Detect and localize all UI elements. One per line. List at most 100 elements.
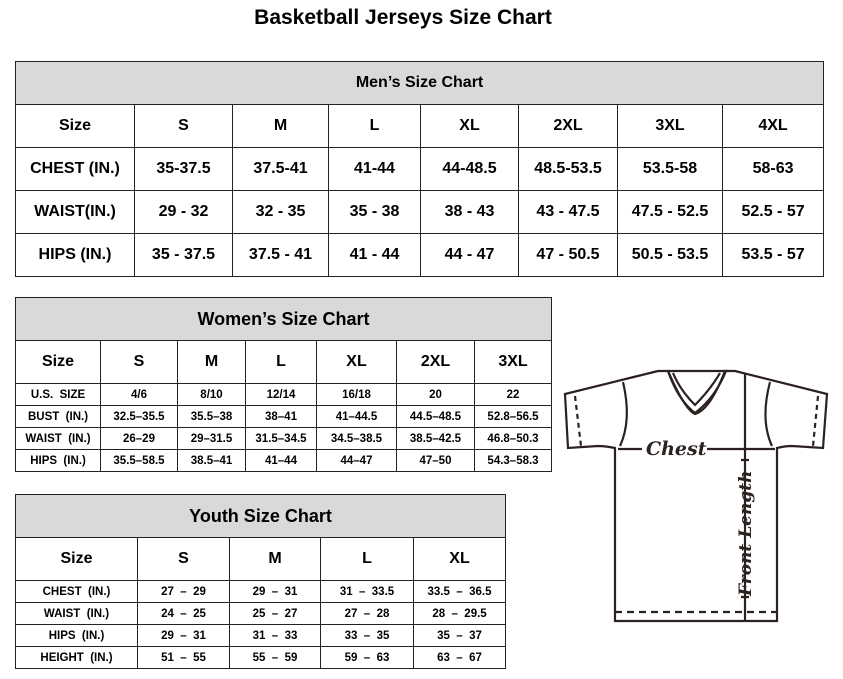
table-row: U.S. SIZE 4/6 8/10 12/14 16/18 20 22 [15,383,553,406]
table-row: CHEST (IN.) 27 – 29 29 – 31 31 – 33.5 33.5 –… [15,580,507,603]
table-cell: 53.5-58 [617,147,723,191]
table-cell: 38.5–42.5 [396,427,475,450]
table-cell: 59 – 63 [320,646,414,669]
row-label: U.S. SIZE [15,383,101,406]
table-row: HIPS (IN.) 29 – 31 31 – 33 33 – 35 35 – 37 [15,624,507,647]
table-cell: 25 – 27 [229,602,321,625]
table-cell: 38.5–41 [177,449,246,472]
table-cell: 31 – 33.5 [320,580,414,603]
table-cell: 20 [396,383,475,406]
table-cell: 37.5 - 41 [232,233,329,277]
table-cell: 27 – 28 [320,602,414,625]
table-cell: 8/10 [177,383,246,406]
table-cell: 52.8–56.5 [473,405,553,428]
size-header: XL [412,537,507,581]
row-label: BUST (IN.) [15,405,101,428]
table-cell: 44-48.5 [420,147,519,191]
table-cell: 26–29 [100,427,178,450]
size-header: M [229,537,321,581]
table-cell: 29 – 31 [137,624,230,647]
table-cell: 46.8–50.3 [473,427,553,450]
table-caption: Men’s Size Chart [14,61,825,105]
mens-size-table: Men’s Size Chart Size S M L XL 2XL 3XL 4XL CHEST … [14,61,825,277]
table-cell: 16/18 [316,383,397,406]
table-cell: 47–50 [396,449,475,472]
table-cell: 35.5–58.5 [100,449,178,472]
table-cell: 51 – 55 [137,646,230,669]
table-cell: 48.5-53.5 [518,147,618,191]
table-cell: 32 - 35 [232,190,329,234]
size-header: XL [420,104,519,148]
size-header: 2XL [396,340,475,384]
table-cell: 31 – 33 [229,624,321,647]
table-caption: Women’s Size Chart [14,297,553,341]
jersey-diagram: Chest Front Length [563,369,829,623]
table-row: WAIST (IN.) 26–29 29–31.5 31.5–34.5 34.5–38.… [15,427,553,450]
row-label: HEIGHT (IN.) [15,646,138,669]
row-label: WAIST(IN.) [15,190,135,234]
shirt-outline [563,369,829,623]
page-title: Basketball Jerseys Size Chart [254,6,552,29]
row-label: WAIST (IN.) [15,427,101,450]
table-cell: 35 - 37.5 [134,233,233,277]
table-cell: 4/6 [100,383,178,406]
table-cell: 38–41 [245,405,317,428]
header-row: Size S M L XL 2XL 3XL [15,340,553,384]
size-header: S [134,104,233,148]
size-header: L [328,104,421,148]
table-cell: 52.5 - 57 [721,190,825,234]
header-row: Size S M L XL 2XL 3XL 4XL [15,104,825,148]
size-header: 3XL [473,340,553,384]
table-cell: 29 – 31 [229,580,321,603]
table-cell: 38 - 43 [420,190,519,234]
table-cell: 54.3–58.3 [473,449,553,472]
table-cell: 53.5 - 57 [721,233,825,277]
chest-label: Chest [646,438,707,460]
table-cell: 44–47 [316,449,397,472]
size-header: L [245,340,317,384]
size-header: XL [316,340,397,384]
table-cell: 43 - 47.5 [518,190,618,234]
size-label-header: Size [15,104,135,148]
table-row: CHEST (IN.) 35-37.5 37.5-41 41-44 44-48.5 48.… [15,147,825,191]
table-cell: 37.5-41 [232,147,329,191]
size-header: M [177,340,246,384]
size-header: S [137,537,230,581]
size-label-header: Size [15,340,101,384]
table-cell: 41–44.5 [316,405,397,428]
table-row: HIPS (IN.) 35 - 37.5 37.5 - 41 41 - 44 44 - … [15,233,825,277]
row-label: WAIST (IN.) [15,602,138,625]
table-row: HEIGHT (IN.) 51 – 55 55 – 59 59 – 63 63 – 67 [15,646,507,669]
size-header: 3XL [617,104,723,148]
table-cell: 50.5 - 53.5 [617,233,723,277]
row-label: CHEST (IN.) [15,147,135,191]
table-cell: 47 - 50.5 [518,233,618,277]
table-cell: 12/14 [245,383,317,406]
size-header: S [100,340,178,384]
table-cell: 63 – 67 [412,646,507,669]
table-cell: 41–44 [245,449,317,472]
size-label-header: Size [15,537,138,581]
table-row: WAIST (IN.) 24 – 25 25 – 27 27 – 28 28 – 29.… [15,602,507,625]
table-cell: 24 – 25 [137,602,230,625]
table-cell: 22 [473,383,553,406]
table-row: WAIST(IN.) 29 - 32 32 - 35 35 - 38 38 - 43 43… [15,190,825,234]
table-row: BUST (IN.) 32.5–35.5 35.5–38 38–41 41–44.5 44… [15,405,553,428]
table-cell: 35 - 38 [328,190,421,234]
table-cell: 35 – 37 [412,624,507,647]
table-row: HIPS (IN.) 35.5–58.5 38.5–41 41–44 44–47 47–5… [15,449,553,472]
size-header: 2XL [518,104,618,148]
table-cell: 33.5 – 36.5 [412,580,507,603]
row-label: HIPS (IN.) [15,233,135,277]
table-cell: 33 – 35 [320,624,414,647]
table-cell: 44.5–48.5 [396,405,475,428]
table-cell: 55 – 59 [229,646,321,669]
womens-size-table: Women’s Size Chart Size S M L XL 2XL 3XL U.S. SI… [14,297,553,472]
front-length-label: Front Length [736,471,756,597]
row-label: CHEST (IN.) [15,580,138,603]
table-caption: Youth Size Chart [14,494,507,538]
table-cell: 32.5–35.5 [100,405,178,428]
table-cell: 31.5–34.5 [245,427,317,450]
header-row: Size S M L XL [15,537,507,581]
table-cell: 29–31.5 [177,427,246,450]
